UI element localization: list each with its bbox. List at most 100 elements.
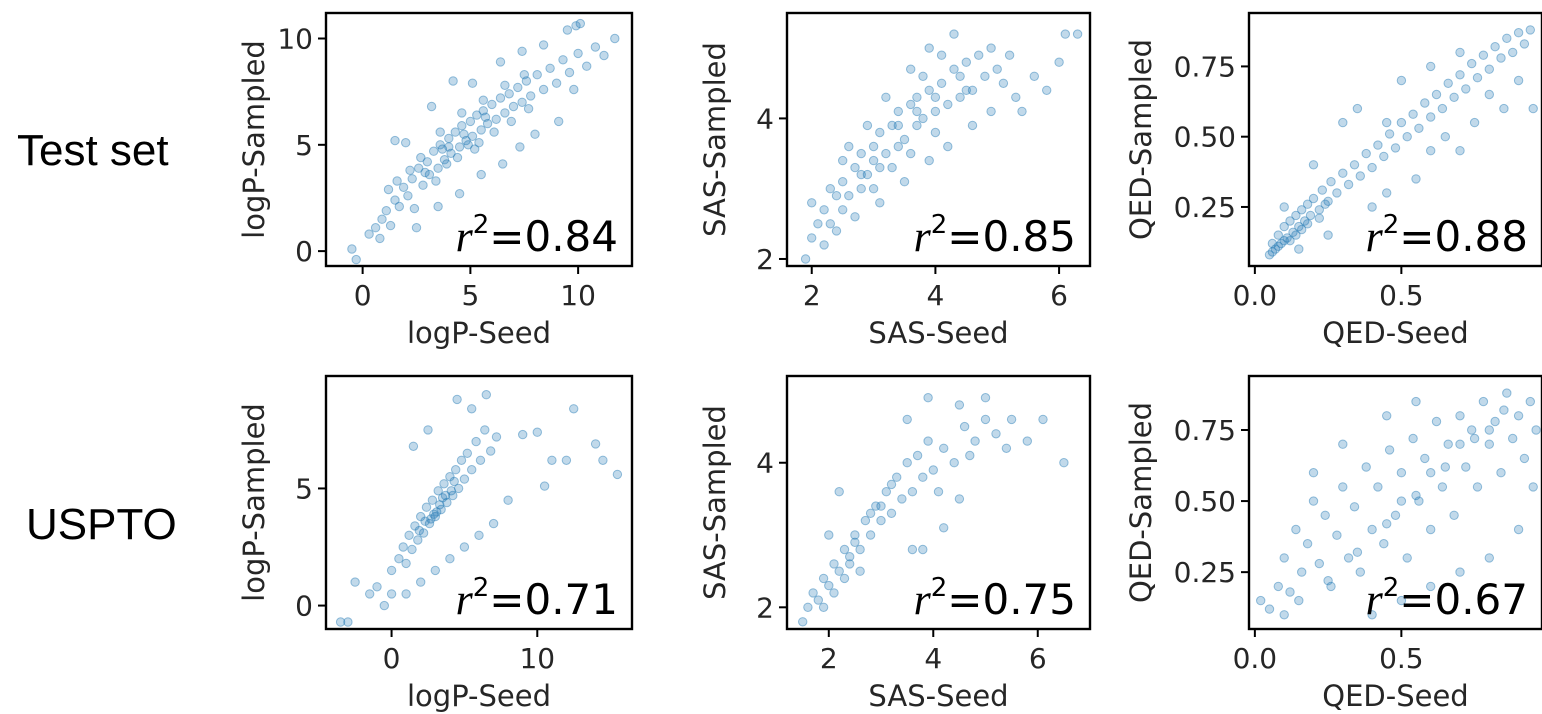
data-point: [519, 70, 529, 80]
data-point: [1285, 236, 1295, 246]
data-point: [928, 465, 938, 475]
data-point: [372, 582, 382, 592]
data-point: [401, 138, 411, 148]
data-point: [1320, 510, 1330, 520]
row-label-uspto: USPTO: [26, 500, 177, 549]
data-point: [538, 40, 549, 50]
data-point: [838, 155, 848, 166]
data-point: [1455, 439, 1465, 449]
data-point: [427, 495, 438, 505]
data-point: [1499, 103, 1509, 114]
data-point: [1484, 89, 1495, 100]
data-point: [476, 125, 486, 135]
data-point: [435, 500, 445, 510]
data-point: [1508, 433, 1518, 444]
data-point: [1490, 42, 1500, 52]
data-point: [986, 43, 996, 53]
data-point: [416, 577, 426, 587]
x-tick-label: 0.5: [1379, 642, 1424, 675]
data-point: [413, 535, 423, 545]
data-point: [907, 544, 918, 555]
data-point: [1443, 78, 1453, 89]
data-point: [561, 455, 572, 465]
data-point: [1408, 433, 1418, 444]
data-point: [936, 78, 947, 89]
data-point: [902, 458, 912, 468]
data-point: [1455, 567, 1465, 577]
data-point: [1294, 221, 1304, 232]
data-point: [513, 82, 523, 93]
data-point: [335, 617, 346, 627]
data-point: [446, 148, 456, 159]
data-point: [430, 565, 440, 576]
data-point: [1528, 482, 1538, 492]
data-point: [451, 465, 461, 475]
data-point: [850, 530, 860, 540]
axes-frame: [785, 374, 1092, 631]
data-point: [471, 436, 481, 447]
data-point: [452, 394, 462, 405]
data-point: [899, 134, 910, 145]
data-point: [856, 169, 866, 180]
data-point: [1264, 604, 1275, 614]
data-point: [855, 566, 865, 576]
data-point: [1499, 405, 1509, 415]
data-point: [1455, 146, 1465, 156]
data-point: [515, 142, 525, 152]
data-point: [486, 446, 496, 456]
data-point: [829, 588, 839, 598]
data-point: [467, 404, 477, 414]
data-point: [1513, 411, 1524, 421]
data-point: [370, 223, 381, 233]
data-point: [1408, 109, 1418, 119]
y-tick-label: 4: [756, 102, 774, 135]
y-tick-label: 0: [295, 235, 313, 268]
data-point: [912, 106, 922, 117]
data-point: [862, 169, 873, 180]
data-point: [980, 393, 991, 403]
data-point: [1326, 581, 1336, 592]
data-point: [457, 108, 467, 118]
data-point: [1396, 117, 1407, 128]
x-tick-label: 0: [354, 279, 372, 312]
data-point: [439, 155, 450, 165]
data-point: [1426, 524, 1436, 535]
data-point: [1449, 92, 1459, 103]
data-point: [1437, 103, 1448, 114]
data-point: [450, 127, 460, 137]
data-point: [436, 504, 446, 515]
x-axis-label: QED-Seed: [1322, 316, 1468, 350]
data-point: [467, 78, 478, 88]
data-point: [433, 201, 443, 212]
data-point: [1338, 168, 1348, 178]
data-point: [844, 191, 854, 201]
data-point: [599, 50, 609, 61]
data-point: [954, 494, 965, 504]
axes-frame: [1247, 11, 1542, 268]
data-point: [474, 138, 484, 148]
data-point: [1367, 610, 1377, 620]
data-point: [410, 521, 420, 531]
points-group: [800, 29, 1083, 264]
data-point: [394, 201, 404, 212]
data-point: [394, 554, 404, 564]
data-point: [862, 120, 873, 131]
data-point: [924, 85, 934, 96]
axes-frame: [785, 11, 1092, 268]
data-point: [488, 518, 499, 529]
data-point: [401, 589, 411, 599]
data-point: [906, 64, 916, 74]
data-point: [407, 174, 417, 184]
data-point: [408, 441, 419, 451]
data-point: [1490, 416, 1500, 427]
data-point: [887, 120, 897, 131]
x-tick-label: 6: [1050, 279, 1068, 312]
data-point: [965, 450, 975, 461]
data-point: [424, 169, 435, 180]
data-point: [414, 525, 424, 536]
data-point: [881, 148, 891, 159]
data-point: [1402, 553, 1412, 563]
y-axis-label: logP-Sampled: [237, 403, 271, 602]
data-point: [1525, 25, 1536, 35]
data-point: [461, 135, 471, 146]
